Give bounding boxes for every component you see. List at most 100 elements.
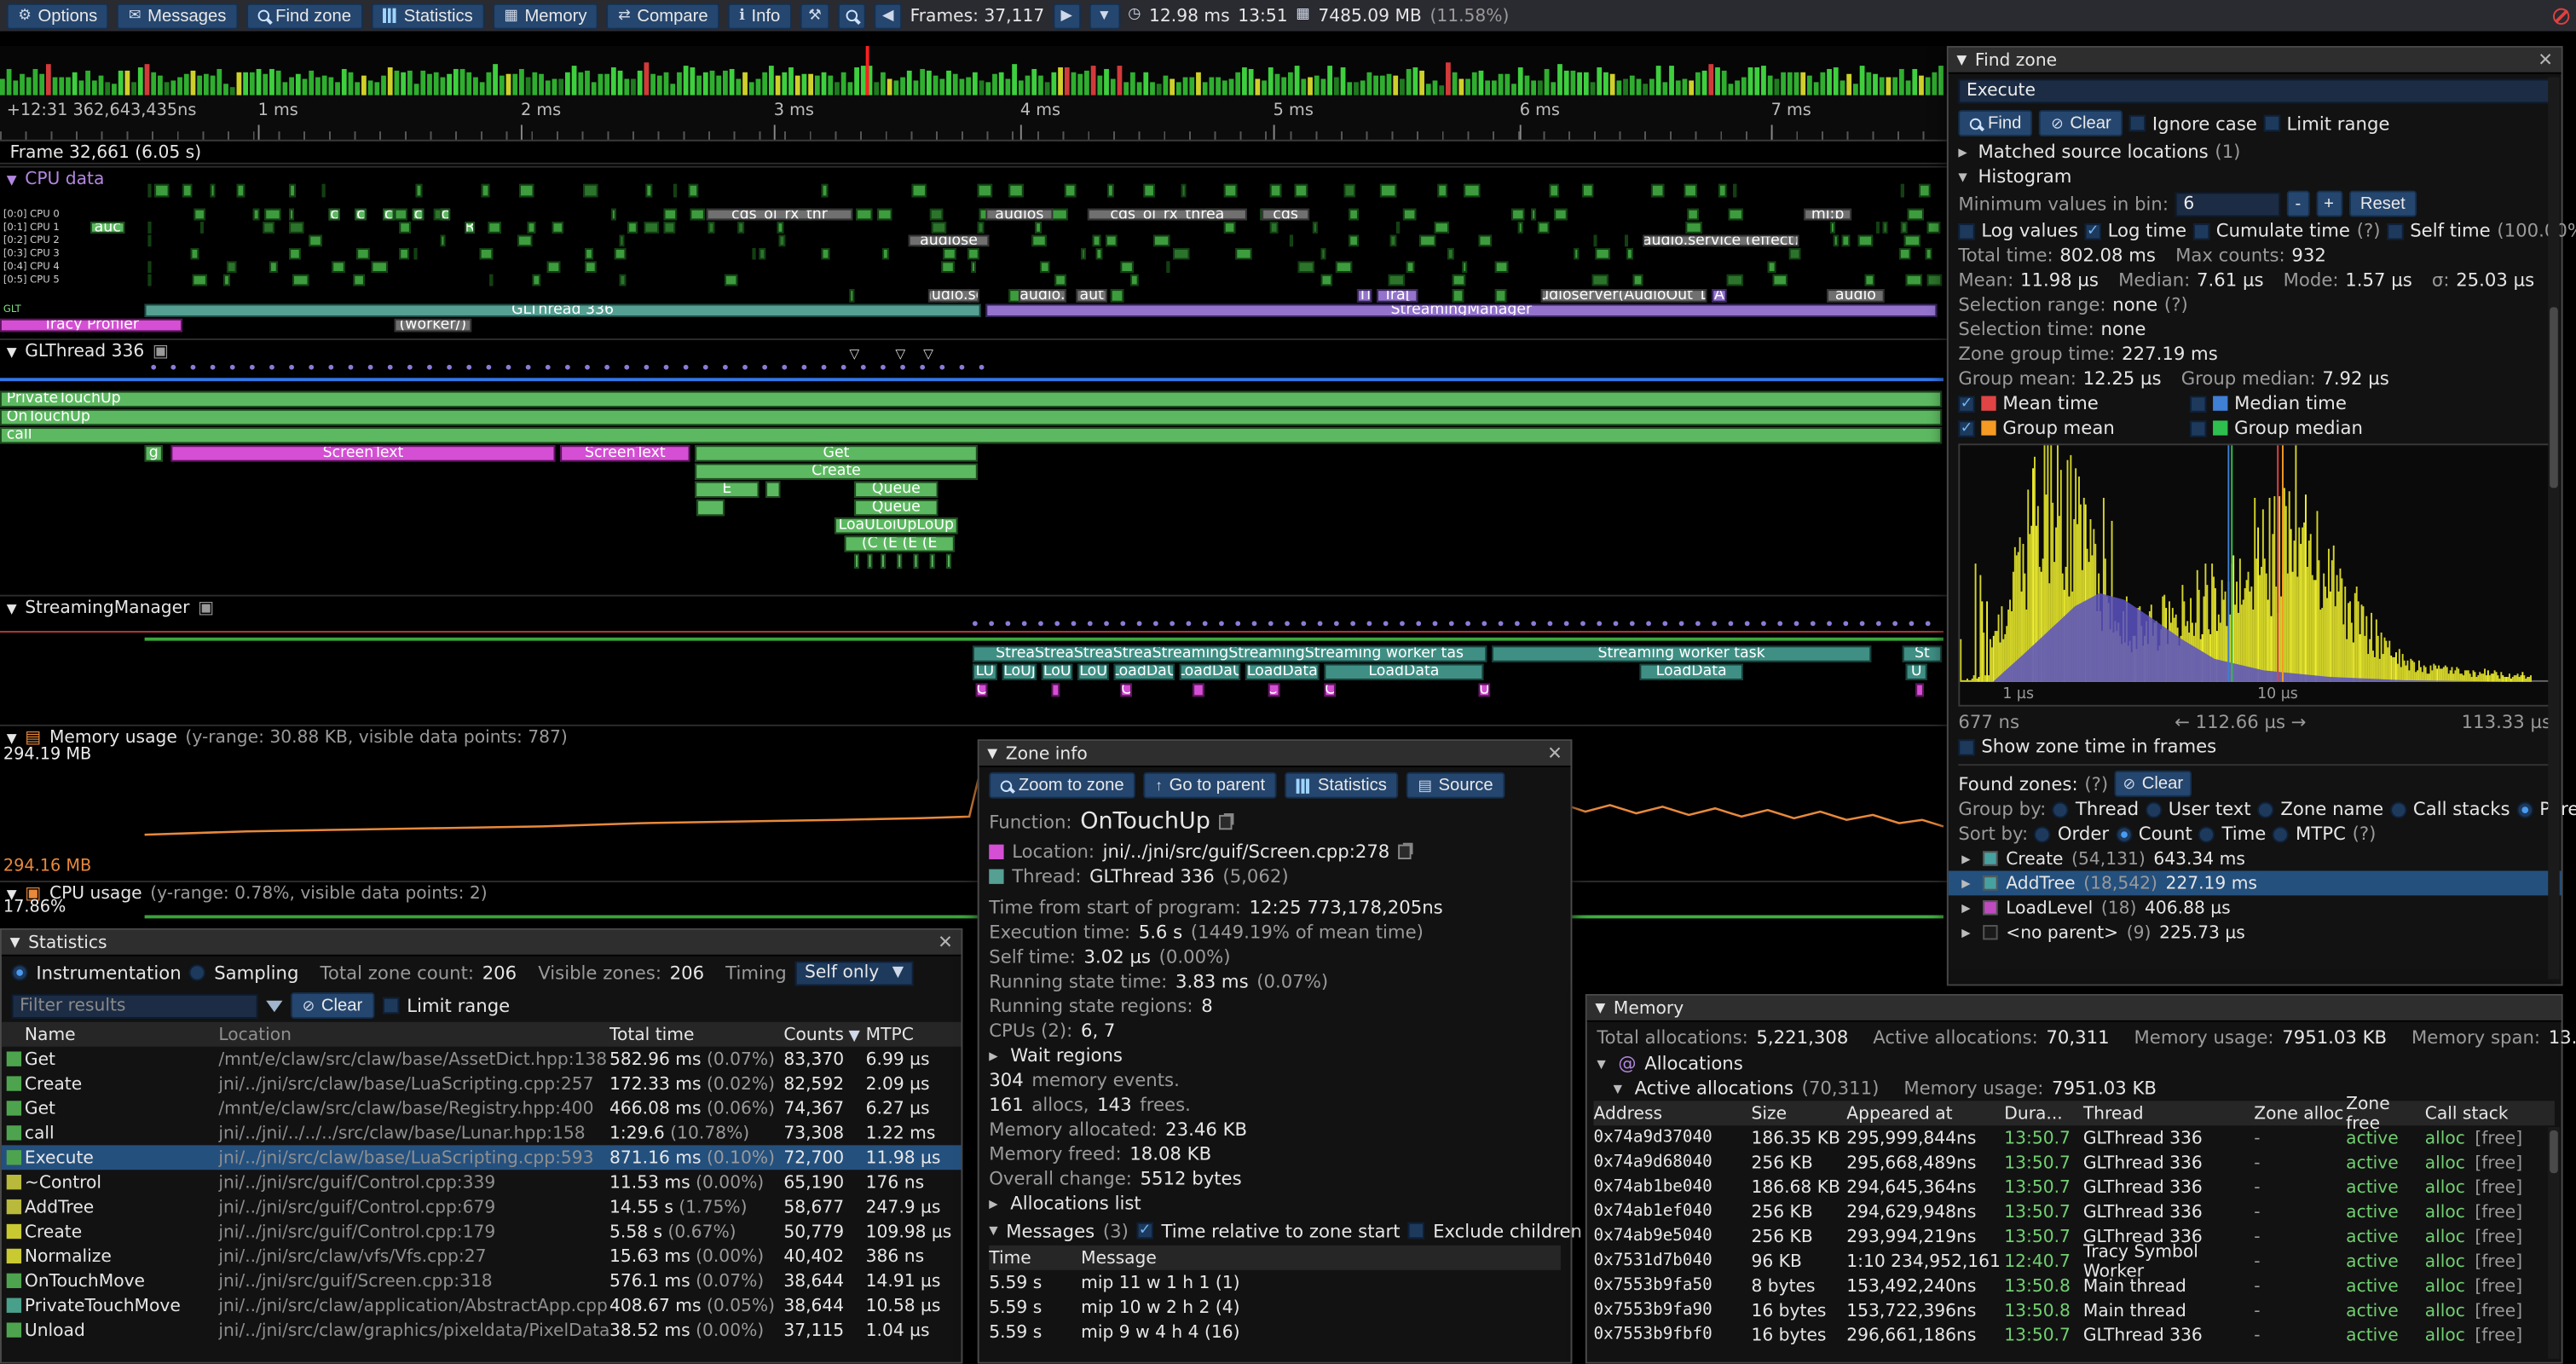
frame-bar[interactable] [1590, 82, 1596, 95]
message-dot-icon[interactable] [989, 621, 995, 627]
frame-bar[interactable] [0, 78, 5, 95]
cpu-zone[interactable] [353, 274, 365, 286]
frame-bar[interactable] [493, 64, 498, 95]
frame-bar[interactable] [1400, 78, 1405, 95]
cpu-zone[interactable] [1402, 208, 1417, 221]
frame-bar[interactable] [505, 73, 511, 95]
frame-bar[interactable] [702, 72, 708, 95]
frame-bar[interactable] [1379, 75, 1385, 95]
column-header-mtpc[interactable]: MTPC [865, 1024, 914, 1044]
zone-query-input[interactable] [1958, 78, 2552, 103]
cpu-zone[interactable] [881, 248, 889, 260]
messages-label[interactable]: Messages [1006, 1220, 1095, 1242]
cpu-zone[interactable] [309, 234, 322, 247]
message-dot-icon[interactable] [1432, 621, 1438, 627]
frame-bar[interactable] [118, 70, 124, 95]
cpu-zone[interactable] [1269, 222, 1279, 234]
message-dot-icon[interactable] [881, 364, 886, 370]
message-dot-icon[interactable] [1875, 621, 1881, 627]
frame-bar[interactable] [295, 73, 301, 95]
column-header-call-stack[interactable]: Call stack [2424, 1103, 2509, 1124]
cpu-zone[interactable] [1537, 222, 1550, 234]
cpu-zone[interactable] [1223, 222, 1236, 234]
frame-marker-icon[interactable]: ▽ [923, 346, 934, 362]
cpu-zone[interactable] [1343, 183, 1356, 198]
frame-bar[interactable] [1255, 78, 1261, 95]
min-bin-input[interactable] [2175, 191, 2281, 217]
messages-table-header[interactable]: Time Message [989, 1245, 1561, 1270]
cpu-zone[interactable] [1462, 261, 1468, 273]
frame-bar[interactable] [768, 66, 774, 95]
message-dot-icon[interactable] [1662, 621, 1668, 627]
message-dot-icon[interactable] [762, 364, 768, 370]
frame-bar[interactable] [512, 73, 518, 95]
timeline-zone[interactable]: StreaStreaStreaStreaStreamingStreamingSt… [972, 645, 1487, 662]
cpu-zone[interactable] [1574, 248, 1580, 260]
timeline-zone[interactable] [696, 499, 725, 517]
message-dot-icon[interactable] [1366, 621, 1372, 627]
cpu-zone[interactable] [877, 208, 892, 221]
cpu-zone[interactable] [971, 261, 976, 273]
message-dot-icon[interactable] [190, 364, 196, 370]
message-dot-icon[interactable] [1219, 621, 1224, 627]
frame-bar[interactable] [1248, 68, 1254, 95]
frame-bar[interactable] [413, 84, 419, 95]
cpu-zone[interactable] [1593, 234, 1597, 247]
cpu-zone[interactable] [1632, 274, 1643, 286]
frame-bar[interactable] [532, 72, 538, 95]
memory-usage-graph[interactable] [0, 749, 1947, 864]
collapse-icon[interactable]: ▼ [6, 600, 17, 616]
frame-bar[interactable] [59, 77, 65, 95]
expand-icon[interactable]: ▶ [989, 1049, 998, 1062]
frame-bar[interactable] [6, 68, 12, 95]
frame-bar[interactable] [1038, 75, 1043, 95]
message-dot-icon[interactable] [683, 364, 689, 370]
checkbox-cumulate-time[interactable] [2192, 223, 2210, 240]
timeline-zone[interactable]: audios [985, 208, 1054, 221]
cpu-zone[interactable] [1297, 261, 1314, 273]
cpu-zone[interactable] [1054, 274, 1066, 286]
cpu-zone[interactable] [1452, 274, 1466, 286]
message-dot-icon[interactable] [1285, 621, 1290, 627]
cpu-zone[interactable] [1626, 248, 1633, 260]
cpu-zone[interactable] [226, 261, 237, 273]
close-icon[interactable]: ✕ [2538, 49, 2554, 71]
cpu-zone[interactable] [708, 222, 715, 234]
frame-bar[interactable] [1189, 77, 1195, 95]
cpu-zone[interactable] [210, 183, 216, 198]
cpu-zone[interactable] [929, 208, 944, 221]
frame-bar[interactable] [177, 77, 182, 95]
cpu-zone[interactable] [1129, 274, 1139, 286]
table-row[interactable]: Execute jni/../jni/src/claw/base/LuaScrip… [1, 1145, 962, 1170]
cpu-zone[interactable] [967, 248, 979, 260]
frame-bar[interactable] [1840, 80, 1845, 95]
timeline-zone[interactable]: auc [90, 222, 125, 234]
allocation-row[interactable]: 0x74ab1be040 186.68 KB 294,645,364ns 13:50.… [1593, 1175, 2554, 1199]
cpu-zone[interactable] [821, 248, 830, 260]
message-dot-icon[interactable] [1498, 621, 1504, 627]
message-dot-icon[interactable] [1793, 621, 1799, 627]
allocation-row[interactable]: 0x74a9d68040 256 KB 295,668,489ns 13:50.7 GL… [1593, 1150, 2554, 1175]
message-dot-icon[interactable] [1448, 621, 1454, 627]
frame-bar[interactable] [1452, 72, 1458, 95]
cpu-zone[interactable] [1494, 261, 1509, 273]
message-dot-icon[interactable] [289, 364, 294, 370]
timeline-zone[interactable]: Queue [854, 481, 939, 498]
frame-bar[interactable] [256, 68, 262, 95]
cpu-zone[interactable] [583, 183, 598, 198]
frame-bar[interactable] [183, 73, 189, 95]
frame-bar[interactable] [788, 67, 794, 95]
source-button[interactable]: ▤ Source [1406, 772, 1505, 799]
copy-icon[interactable] [1218, 813, 1232, 829]
compare-button[interactable]: ⇄ Compare [606, 2, 720, 29]
message-dot-icon[interactable] [644, 364, 650, 370]
timeline-zone[interactable] [946, 553, 951, 569]
message-dot-icon[interactable] [1465, 621, 1470, 627]
cpu-zone[interactable] [724, 274, 738, 286]
frame-marker-icon[interactable]: ▽ [895, 346, 906, 362]
frame-bar[interactable] [617, 70, 623, 95]
frame-bar[interactable] [637, 70, 643, 95]
message-dot-icon[interactable] [972, 621, 978, 627]
frame-bar[interactable] [1406, 68, 1412, 95]
cpu-zone[interactable] [289, 208, 294, 221]
